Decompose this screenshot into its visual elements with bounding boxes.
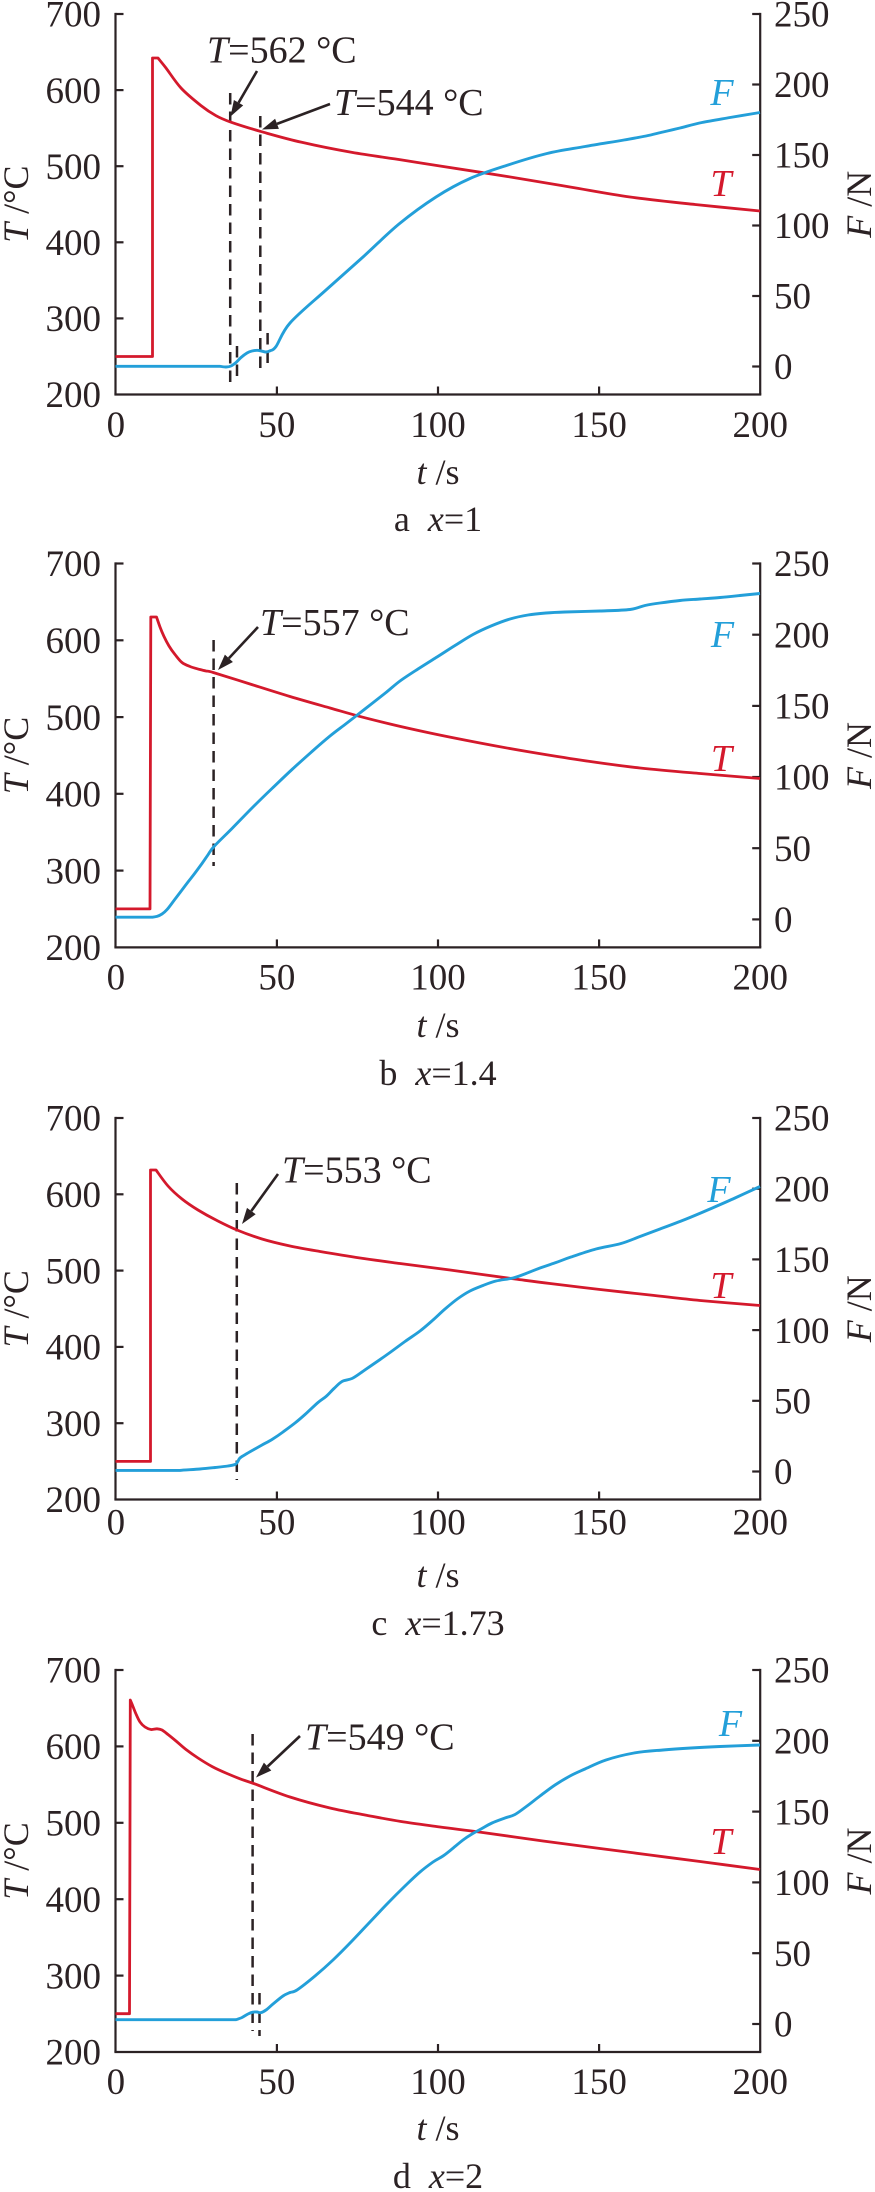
svg-text:0: 0 [107,1503,126,1544]
svg-text:0: 0 [774,2005,793,2046]
svg-text:200: 200 [46,1480,102,1521]
svg-text:150: 150 [774,1792,830,1833]
svg-text:F /N: F /N [839,1827,875,1895]
svg-text:300: 300 [46,299,102,340]
svg-text:700: 700 [46,0,102,36]
svg-text:t /s: t /s [416,1555,459,1595]
svg-text:T=544 °C: T=544 °C [334,82,484,124]
svg-text:400: 400 [46,1880,102,1921]
svg-text:150: 150 [774,1240,830,1281]
svg-text:0: 0 [107,958,126,999]
svg-text:150: 150 [571,405,627,446]
svg-text:250: 250 [774,544,830,585]
svg-text:700: 700 [46,544,102,585]
svg-text:150: 150 [571,1503,627,1544]
svg-text:600: 600 [46,1727,102,1768]
svg-text:200: 200 [46,2033,102,2074]
svg-text:0: 0 [774,347,793,388]
svg-text:c x=1.73: c x=1.73 [371,1603,504,1643]
svg-text:150: 150 [774,136,830,177]
svg-text:100: 100 [410,1503,466,1544]
svg-text:t /s: t /s [416,452,459,492]
svg-text:700: 700 [46,1651,102,1692]
svg-text:100: 100 [774,1863,830,1904]
svg-text:T /°C: T /°C [0,1822,36,1899]
svg-text:T: T [710,1821,734,1863]
svg-text:50: 50 [774,829,811,870]
svg-text:200: 200 [732,405,788,446]
svg-text:200: 200 [732,2062,788,2103]
svg-text:50: 50 [258,1503,295,1544]
svg-text:F: F [718,1703,743,1745]
svg-text:0: 0 [107,2062,126,2103]
svg-text:600: 600 [46,1175,102,1216]
svg-text:150: 150 [774,687,830,728]
svg-text:T: T [711,738,735,780]
svg-text:T: T [710,1265,734,1307]
svg-text:t /s: t /s [416,2108,459,2148]
svg-text:50: 50 [774,1934,811,1975]
svg-text:50: 50 [774,277,811,318]
svg-text:T /°C: T /°C [0,717,36,794]
svg-text:100: 100 [410,405,466,446]
svg-text:500: 500 [46,147,102,188]
svg-text:0: 0 [774,900,793,941]
svg-text:T=557 °C: T=557 °C [260,602,410,644]
svg-text:250: 250 [774,1099,830,1140]
svg-text:200: 200 [732,1503,788,1544]
svg-text:100: 100 [410,2062,466,2103]
svg-text:F /N: F /N [839,171,875,239]
svg-text:F: F [709,72,734,114]
svg-text:T: T [710,163,734,205]
svg-text:F /N: F /N [839,1275,875,1343]
svg-text:150: 150 [571,2062,627,2103]
svg-text:200: 200 [732,958,788,999]
svg-text:100: 100 [410,958,466,999]
svg-text:250: 250 [774,1651,830,1692]
svg-text:100: 100 [774,206,830,247]
svg-text:0: 0 [107,405,126,446]
svg-text:600: 600 [46,621,102,662]
svg-text:400: 400 [46,223,102,264]
svg-text:100: 100 [774,758,830,799]
svg-text:F: F [706,1169,731,1211]
svg-text:200: 200 [774,65,830,106]
svg-text:250: 250 [774,0,830,36]
svg-text:d x=2: d x=2 [393,2156,483,2192]
svg-text:200: 200 [774,1722,830,1763]
svg-text:300: 300 [46,1956,102,1997]
svg-text:300: 300 [46,1404,102,1445]
svg-text:700: 700 [46,1099,102,1140]
svg-text:600: 600 [46,71,102,112]
svg-text:b x=1.4: b x=1.4 [379,1053,496,1093]
svg-text:T=562 °C: T=562 °C [207,30,357,72]
svg-text:200: 200 [774,1169,830,1210]
svg-text:200: 200 [46,928,102,969]
svg-text:400: 400 [46,1328,102,1369]
svg-text:a x=1: a x=1 [394,499,482,539]
svg-text:T /°C: T /°C [0,165,36,242]
svg-text:t /s: t /s [416,1005,459,1045]
svg-text:300: 300 [46,851,102,892]
svg-text:500: 500 [46,698,102,739]
svg-text:500: 500 [46,1804,102,1845]
svg-text:F /N: F /N [839,722,875,790]
svg-text:500: 500 [46,1251,102,1292]
svg-text:T=553 °C: T=553 °C [282,1150,432,1192]
svg-text:50: 50 [258,405,295,446]
svg-text:150: 150 [571,958,627,999]
svg-text:T=549 °C: T=549 °C [305,1717,455,1759]
svg-text:0: 0 [774,1452,793,1493]
svg-text:100: 100 [774,1311,830,1352]
svg-text:50: 50 [258,2062,295,2103]
svg-text:50: 50 [258,958,295,999]
svg-text:T /°C: T /°C [0,1270,36,1347]
svg-text:F: F [710,614,735,656]
svg-text:50: 50 [774,1382,811,1423]
svg-text:400: 400 [46,775,102,816]
svg-text:200: 200 [46,375,102,416]
svg-text:200: 200 [774,615,830,656]
